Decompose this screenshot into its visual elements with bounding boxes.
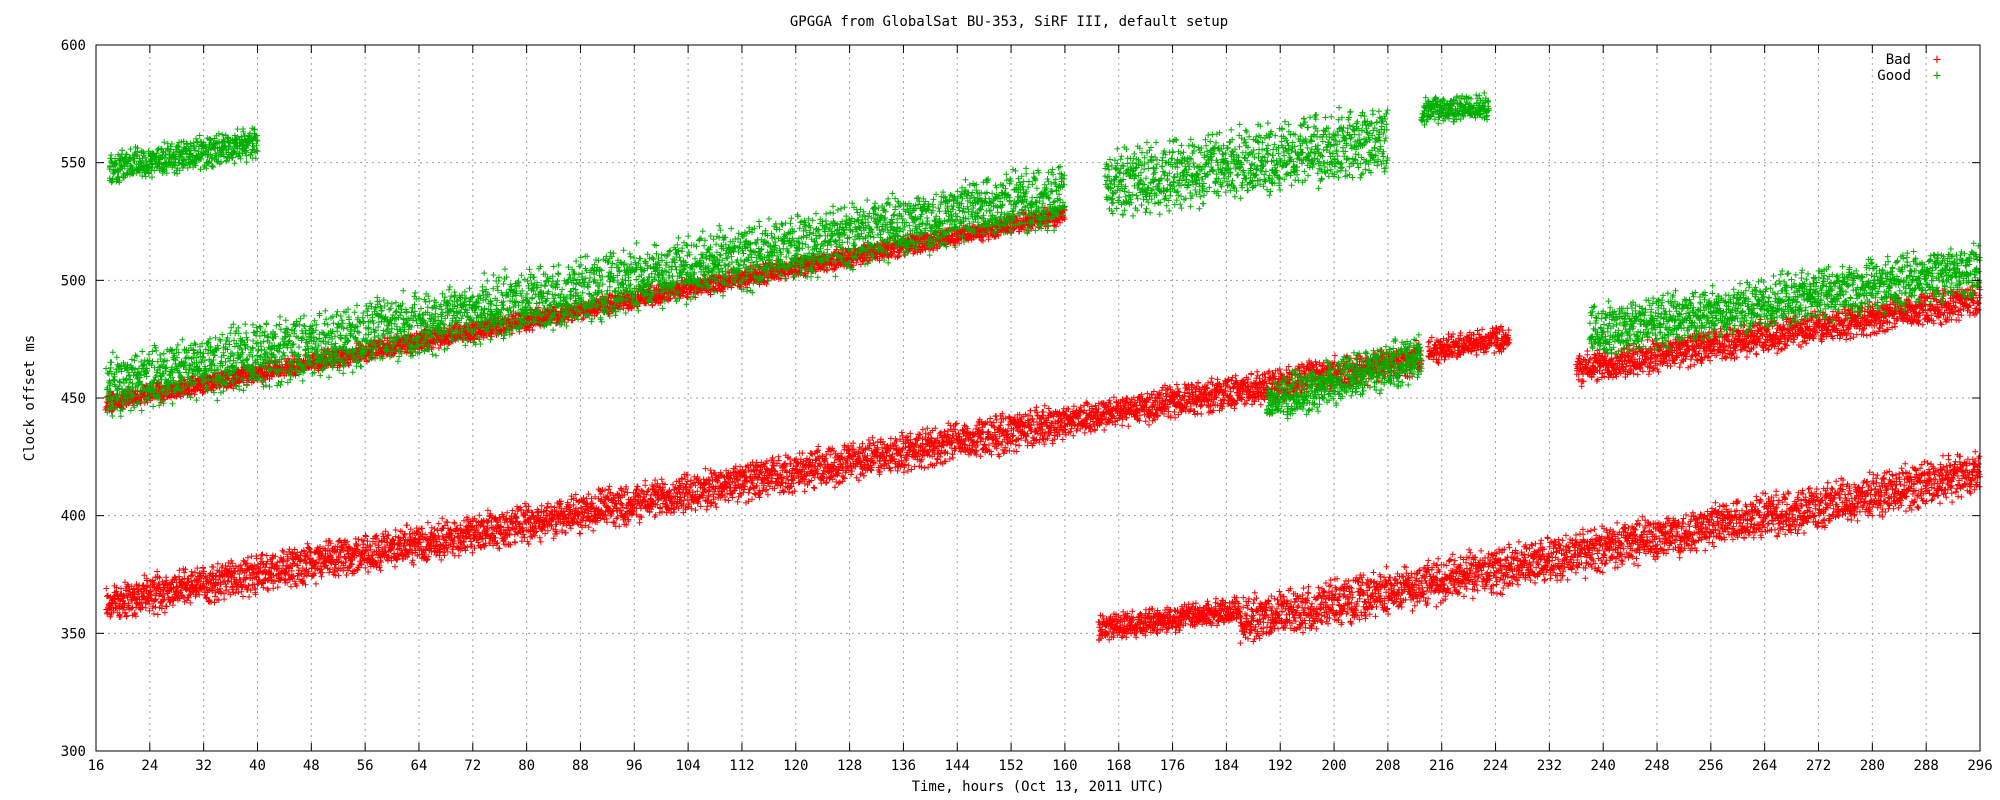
axis-ticks bbox=[95, 44, 1981, 752]
x-tick-label: 296 bbox=[1967, 758, 1992, 774]
legend-good-marker: + bbox=[1933, 68, 1941, 84]
x-tick-label: 224 bbox=[1483, 758, 1508, 774]
series-good-points-segment-3 bbox=[1418, 90, 1492, 128]
x-tick-label: 176 bbox=[1160, 758, 1185, 774]
y-tick-label: 500 bbox=[61, 273, 86, 289]
x-tick-label: 280 bbox=[1860, 758, 1885, 774]
x-tick-label: 96 bbox=[626, 758, 643, 774]
legend-bad-label: Bad bbox=[1886, 52, 1911, 68]
x-tick-label: 104 bbox=[675, 758, 700, 774]
series-bad-points-segment-3 bbox=[1095, 594, 1243, 644]
chart-grid bbox=[96, 45, 1980, 751]
x-tick-label: 152 bbox=[998, 758, 1023, 774]
series-bad-points-segment-0 bbox=[103, 402, 1068, 620]
legend: Bad + Good + bbox=[1877, 52, 1941, 84]
x-tick-label: 248 bbox=[1644, 758, 1669, 774]
y-tick-label: 400 bbox=[61, 509, 86, 525]
x-tick-label: 120 bbox=[783, 758, 808, 774]
series-good-points-segment-4 bbox=[1263, 331, 1425, 422]
x-tick-label: 264 bbox=[1752, 758, 1777, 774]
x-tick-label: 80 bbox=[518, 758, 535, 774]
axis-tick-labels: 16 24 32 40 48 56 64 72 80 88 96 104 112 120 128 136 144… bbox=[61, 38, 1993, 774]
series-bad-points bbox=[102, 204, 1983, 647]
x-tick-label: 72 bbox=[464, 758, 481, 774]
series-good-points-segment-5 bbox=[1586, 240, 1983, 357]
x-tick-label: 216 bbox=[1429, 758, 1454, 774]
x-tick-label: 56 bbox=[357, 758, 374, 774]
x-tick-label: 200 bbox=[1321, 758, 1346, 774]
x-tick-label: 240 bbox=[1591, 758, 1616, 774]
y-tick-label: 300 bbox=[61, 744, 86, 760]
y-axis-label: Clock offset ms bbox=[22, 335, 38, 461]
series-good-points-segment-1 bbox=[106, 125, 261, 186]
x-tick-label: 88 bbox=[572, 758, 589, 774]
x-tick-label: 144 bbox=[945, 758, 970, 774]
series-good-points-segment-2 bbox=[1102, 104, 1391, 219]
x-tick-label: 232 bbox=[1537, 758, 1562, 774]
x-tick-label: 208 bbox=[1375, 758, 1400, 774]
x-tick-label: 112 bbox=[729, 758, 754, 774]
chart-title: GPGGA from GlobalSat BU-353, SiRF III, d… bbox=[790, 14, 1228, 30]
y-tick-label: 600 bbox=[61, 38, 86, 54]
y-tick-label: 550 bbox=[61, 156, 86, 172]
legend-bad-marker: + bbox=[1933, 52, 1941, 68]
y-tick-label: 450 bbox=[61, 391, 86, 407]
x-tick-label: 16 bbox=[88, 758, 105, 774]
x-tick-label: 64 bbox=[411, 758, 428, 774]
x-tick-label: 192 bbox=[1268, 758, 1293, 774]
x-tick-label: 48 bbox=[303, 758, 320, 774]
x-axis-label: Time, hours (Oct 13, 2011 UTC) bbox=[912, 779, 1165, 795]
x-tick-label: 272 bbox=[1806, 758, 1831, 774]
x-tick-label: 32 bbox=[195, 758, 212, 774]
x-tick-label: 288 bbox=[1914, 758, 1939, 774]
x-tick-label: 160 bbox=[1052, 758, 1077, 774]
series-good-points-segment-0 bbox=[103, 163, 1068, 420]
series-bad-points-segment-2 bbox=[1237, 448, 1983, 647]
series-good-points bbox=[103, 90, 1983, 422]
x-tick-label: 24 bbox=[141, 758, 158, 774]
x-tick-label: 168 bbox=[1106, 758, 1131, 774]
series-bad-points-segment-5 bbox=[1425, 323, 1513, 366]
legend-good-label: Good bbox=[1877, 68, 1911, 84]
x-tick-label: 184 bbox=[1214, 758, 1239, 774]
x-tick-label: 40 bbox=[249, 758, 266, 774]
y-tick-label: 350 bbox=[61, 626, 86, 642]
x-tick-label: 256 bbox=[1698, 758, 1723, 774]
x-tick-label: 136 bbox=[891, 758, 916, 774]
x-tick-label: 128 bbox=[837, 758, 862, 774]
